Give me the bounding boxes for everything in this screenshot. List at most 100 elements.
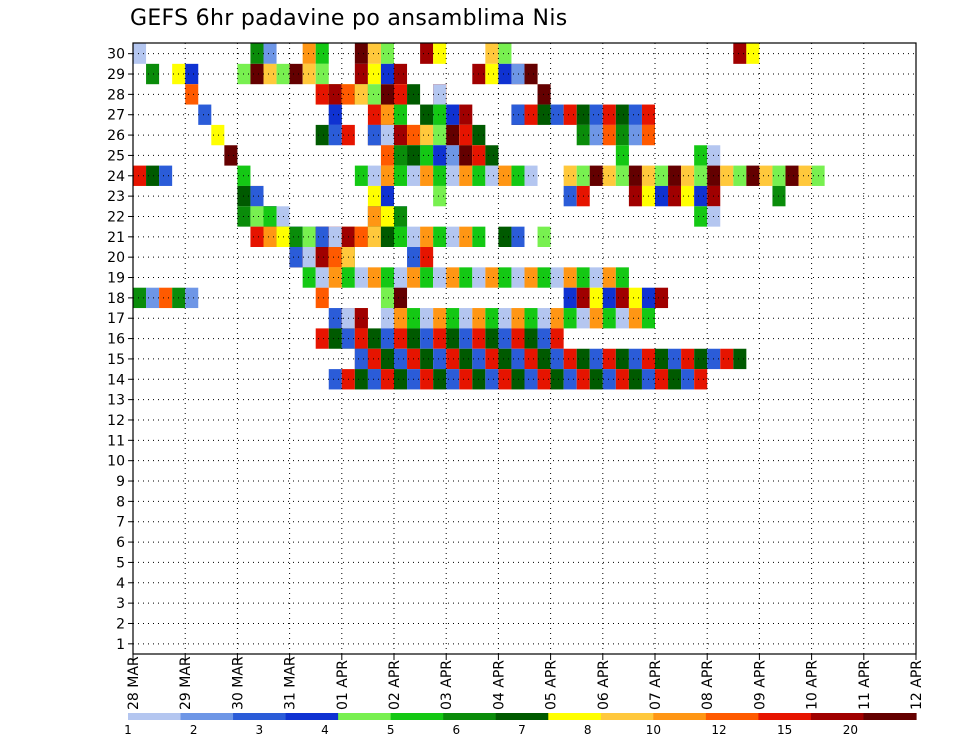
colorbar-swatch bbox=[810, 713, 865, 720]
colorbar-label: 12 bbox=[711, 723, 726, 737]
heatmap-cell bbox=[498, 328, 512, 349]
heatmap-cell bbox=[615, 165, 629, 186]
heatmap-cell bbox=[198, 104, 212, 125]
heatmap-cell bbox=[602, 165, 616, 186]
heatmap-cell bbox=[655, 348, 669, 370]
y-tick-label: 24 bbox=[107, 169, 125, 185]
heatmap-cell bbox=[367, 185, 381, 207]
heatmap-cell bbox=[720, 165, 734, 186]
heatmap-cell bbox=[250, 185, 264, 207]
heatmap-cell bbox=[498, 348, 512, 370]
heatmap-cell bbox=[459, 308, 473, 329]
heatmap-cell bbox=[668, 165, 682, 186]
colorbar-label: 4 bbox=[321, 723, 329, 737]
heatmap-cell bbox=[459, 104, 473, 125]
heatmap-cell bbox=[328, 267, 342, 288]
heatmap-cell bbox=[394, 206, 408, 227]
x-tick-label: 29 MAR bbox=[178, 656, 194, 710]
heatmap-cell bbox=[602, 104, 616, 125]
heatmap-cell bbox=[550, 308, 564, 329]
heatmap-cell bbox=[380, 328, 394, 349]
heatmap-cell bbox=[433, 348, 447, 370]
colorbar-swatch bbox=[758, 713, 812, 720]
heatmap-cell bbox=[420, 348, 434, 370]
heatmap-cell bbox=[511, 369, 525, 390]
heatmap-cell bbox=[354, 226, 368, 247]
heatmap-cell bbox=[315, 267, 329, 288]
heatmap-cell bbox=[511, 267, 525, 288]
heatmap-cell bbox=[394, 226, 408, 247]
heatmap-cell bbox=[589, 267, 603, 288]
y-tick-label: 28 bbox=[107, 87, 125, 103]
heatmap-cell bbox=[446, 226, 460, 247]
heatmap-cell bbox=[133, 165, 147, 186]
heatmap-cell bbox=[133, 287, 147, 309]
heatmap-cell bbox=[446, 124, 460, 146]
heatmap-cell bbox=[394, 84, 408, 105]
heatmap-cell bbox=[602, 124, 616, 146]
heatmap-cell bbox=[524, 267, 538, 288]
heatmap-cell bbox=[433, 308, 447, 329]
heatmap-cell bbox=[537, 267, 551, 288]
x-tick-label: 06 APR bbox=[596, 660, 612, 710]
heatmap-cell bbox=[628, 104, 642, 125]
y-tick-label: 10 bbox=[107, 454, 125, 470]
heatmap-cell bbox=[380, 165, 394, 186]
y-tick-label: 27 bbox=[107, 108, 125, 124]
x-tick-label: 09 APR bbox=[752, 660, 768, 710]
heatmap-cell bbox=[550, 348, 564, 370]
heatmap-cell bbox=[589, 165, 603, 186]
heatmap-cell bbox=[498, 165, 512, 186]
heatmap-cell bbox=[433, 165, 447, 186]
heatmap-cell bbox=[367, 124, 381, 146]
colorbar-swatch bbox=[443, 713, 497, 720]
heatmap-cell bbox=[367, 63, 381, 85]
heatmap-cell bbox=[433, 43, 447, 64]
heatmap-cell bbox=[537, 104, 551, 125]
heatmap-cell bbox=[681, 165, 695, 186]
heatmap-cell bbox=[563, 165, 577, 186]
heatmap-cell bbox=[524, 369, 538, 390]
heatmap-cell bbox=[485, 267, 499, 288]
heatmap-cell bbox=[394, 145, 408, 166]
heatmap-cell bbox=[185, 84, 199, 105]
heatmap-cell bbox=[250, 206, 264, 227]
x-tick-label: 01 APR bbox=[335, 660, 351, 710]
heatmap-cell bbox=[420, 43, 434, 64]
y-tick-label: 19 bbox=[107, 271, 125, 287]
heatmap-cell bbox=[328, 308, 342, 329]
heatmap-cell bbox=[420, 308, 434, 329]
heatmap-cell bbox=[550, 267, 564, 288]
heatmap-cell bbox=[485, 348, 499, 370]
y-tick-label: 17 bbox=[107, 311, 125, 327]
y-tick-label: 25 bbox=[107, 148, 125, 164]
heatmap-cell bbox=[537, 348, 551, 370]
heatmap-cell bbox=[380, 348, 394, 370]
y-tick-label: 26 bbox=[107, 128, 125, 144]
heatmap-cell bbox=[485, 328, 499, 349]
x-tick-label: 30 MAR bbox=[230, 656, 246, 710]
colorbar-label: 10 bbox=[646, 723, 661, 737]
heatmap-cell bbox=[589, 308, 603, 329]
heatmap-cell bbox=[589, 348, 603, 370]
heatmap-cell bbox=[433, 185, 447, 207]
heatmap-cell bbox=[511, 165, 525, 186]
heatmap-cell bbox=[459, 226, 473, 247]
y-tick-label: 9 bbox=[116, 474, 125, 490]
y-tick-label: 5 bbox=[116, 555, 125, 571]
heatmap-cell bbox=[263, 206, 277, 227]
heatmap-cell bbox=[655, 185, 669, 207]
y-tick-label: 18 bbox=[107, 291, 125, 307]
heatmap-cell bbox=[759, 165, 773, 186]
heatmap-cell bbox=[537, 84, 551, 105]
heatmap-cell bbox=[394, 348, 408, 370]
x-tick-label: 07 APR bbox=[648, 660, 664, 710]
colorbar-label: 15 bbox=[777, 723, 792, 737]
heatmap-cell bbox=[420, 226, 434, 247]
chart-title: GEFS 6hr padavine po ansamblima Nis bbox=[130, 6, 568, 31]
colorbar-label: 20 bbox=[843, 723, 858, 737]
heatmap-cell bbox=[146, 63, 160, 85]
heatmap-cell bbox=[328, 124, 342, 146]
heatmap-cell bbox=[224, 145, 238, 166]
heatmap-cell bbox=[589, 369, 603, 390]
